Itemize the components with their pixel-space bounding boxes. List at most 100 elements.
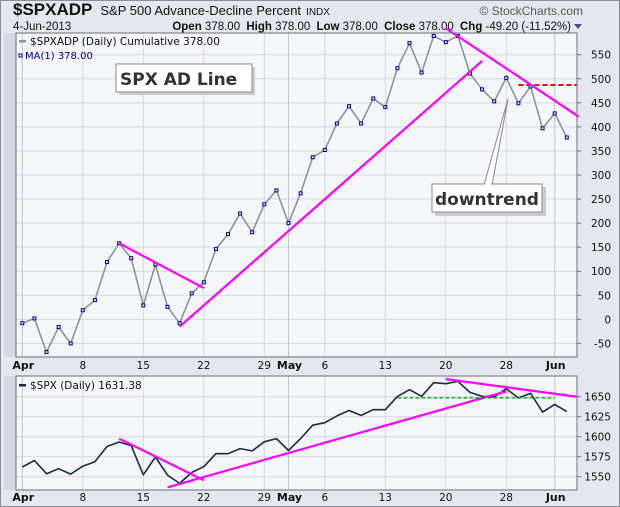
legend-line-swatch [19, 40, 26, 43]
data-point-marker [395, 66, 400, 71]
lower-legend: $SPX (Daily) 1631.38 [19, 380, 142, 392]
chart-date: 4-Jun-2013 [13, 21, 71, 33]
plot-border [15, 32, 578, 358]
data-point-marker [56, 325, 61, 330]
data-point-marker [44, 350, 49, 355]
x-tick-label: 28 [500, 360, 513, 372]
low-value: 378.00 [343, 21, 378, 33]
data-point-marker [201, 280, 206, 285]
data-point-marker [310, 155, 315, 160]
trendline [118, 437, 205, 482]
y-tick-label: 500 [591, 74, 611, 86]
x-tick-label: 20 [439, 492, 452, 504]
data-point-marker [334, 121, 339, 126]
x-tick-label: Jun [545, 491, 566, 504]
data-point-marker [552, 111, 557, 116]
data-point-marker [298, 191, 303, 196]
x-tick-label: 6 [321, 360, 328, 372]
main-legend: $SPXADP (Daily) Cumulative 378.00 MA(1) … [18, 36, 220, 62]
x-tick-label: 20 [439, 360, 452, 372]
data-point-marker [141, 303, 146, 308]
data-point-marker [177, 321, 182, 326]
data-point-marker [322, 147, 327, 152]
data-point-marker [431, 33, 436, 38]
legend-ad-line: $SPXADP (Daily) Cumulative 378.00 [30, 36, 220, 48]
chg-value: -49.20 (-11.52%) [486, 21, 572, 33]
data-point-marker [226, 232, 230, 237]
data-point-marker [68, 341, 73, 346]
downtrend-callout: downtrend [431, 98, 546, 216]
open-label: Open [172, 21, 201, 33]
y-tick-label: 450 [591, 98, 611, 110]
x-tick-label: May [277, 491, 302, 504]
spx-ad-line-note: SPX AD Line [115, 63, 255, 95]
legend-marker-swatch [18, 53, 23, 58]
x-tick-label: Apr [12, 491, 34, 504]
symbol-description: S&P 500 Advance-Decline Percent [100, 3, 301, 18]
data-point-marker [250, 230, 255, 235]
main-left-strip [4, 33, 16, 357]
data-point-marker [504, 75, 509, 80]
note-text: SPX AD Line [120, 70, 237, 90]
x-tick-label: 22 [197, 492, 210, 504]
ohlc-summary: Open 378.00 High 378.00 Low 378.00 Close… [172, 21, 571, 33]
y-tick-label: 100 [591, 266, 611, 278]
y-tick-label: 550 [591, 50, 611, 62]
open-value: 378.00 [205, 21, 240, 33]
y-tick-label: 1550 [584, 472, 611, 484]
x-tick-label: May [277, 359, 302, 372]
data-point-marker [165, 304, 170, 309]
trendline [445, 27, 580, 118]
trendline [445, 378, 577, 398]
data-point-marker [286, 221, 291, 226]
data-point-marker [359, 121, 364, 126]
y-tick-label: 250 [591, 194, 611, 206]
y-tick-label: 1600 [584, 432, 611, 444]
close-value: 378.00 [419, 21, 454, 33]
x-tick-label: 28 [500, 492, 513, 504]
data-point-marker [419, 70, 424, 75]
exchange-label: INDX [306, 7, 330, 18]
data-point-marker [20, 321, 25, 326]
legend-spx: $SPX (Daily) 1631.38 [30, 380, 142, 392]
x-tick-label: 13 [379, 360, 392, 372]
triangle-down-icon[interactable] [574, 24, 582, 29]
trendline [118, 242, 205, 290]
legend-line-swatch [19, 384, 26, 387]
x-tick-label: 29 [258, 360, 271, 372]
x-tick-label: Apr [12, 359, 34, 372]
y-tick-label: -50 [594, 338, 611, 350]
data-point-marker [129, 256, 134, 261]
data-point-marker [238, 211, 243, 216]
trendline [178, 60, 483, 328]
data-point-marker [92, 298, 97, 303]
ad-line-series [22, 35, 568, 353]
data-point-marker [480, 87, 485, 92]
x-tick-label: 6 [321, 492, 328, 504]
trendline [167, 390, 507, 489]
copyright-link[interactable]: © StockCharts.com [479, 4, 583, 18]
lower-panel: 1550 1575 1600 1625 1650 [15, 375, 611, 491]
data-point-marker [383, 105, 388, 110]
y-tick-label: 50 [598, 290, 611, 302]
y-tick-label: 150 [591, 242, 611, 254]
y-tick-label: 300 [591, 170, 611, 182]
data-point-marker [347, 104, 351, 109]
data-point-marker [274, 188, 279, 193]
y-tick-label: 200 [591, 218, 611, 230]
low-label: Low [316, 21, 339, 33]
data-point-marker [443, 40, 448, 45]
plot-border [15, 375, 578, 491]
data-point-marker [213, 247, 218, 252]
data-point-marker [262, 202, 267, 207]
close-label: Close [384, 21, 415, 33]
high-label: High [246, 21, 272, 33]
data-point-marker [105, 260, 109, 265]
symbol-title: $SPXADP [13, 0, 92, 19]
x-tick-label: 22 [197, 360, 210, 372]
y-tick-label: 1575 [584, 452, 611, 464]
x-tick-label: 15 [137, 492, 150, 504]
y-tick-label: 0 [604, 314, 611, 326]
x-tick-label: 8 [79, 492, 86, 504]
